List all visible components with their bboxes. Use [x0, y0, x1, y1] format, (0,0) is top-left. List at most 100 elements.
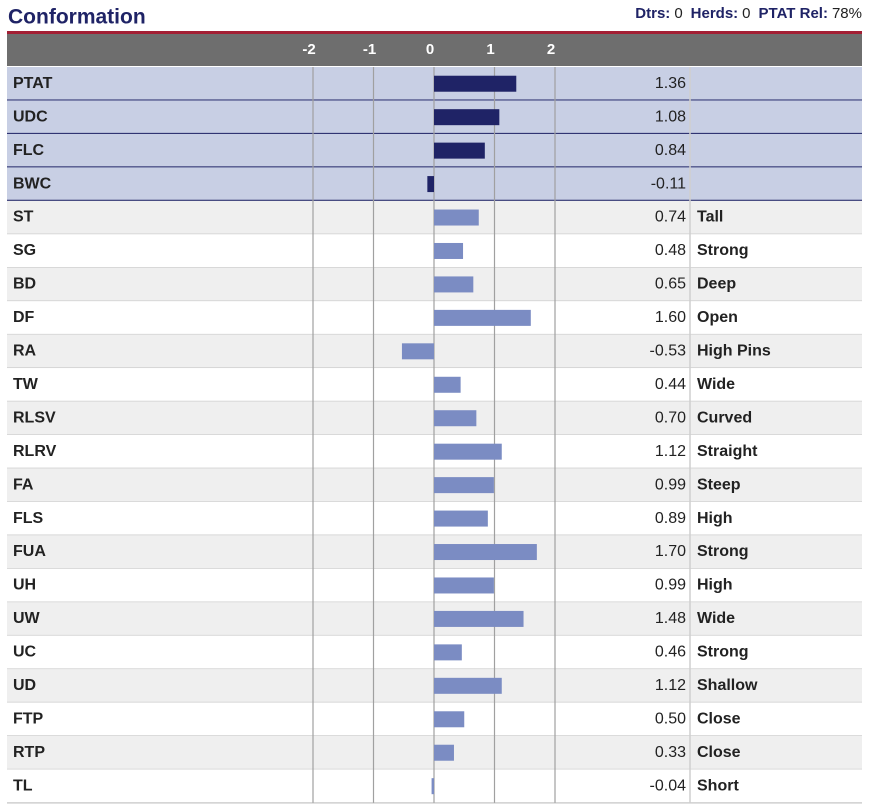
value-label: 1.70	[655, 543, 686, 560]
value-label: 1.36	[655, 75, 686, 92]
bar	[434, 276, 474, 293]
descriptor: Open	[697, 309, 738, 326]
category-label: FTP	[13, 710, 44, 727]
descriptor: Steep	[697, 476, 741, 493]
x-tick-label: 1	[486, 41, 494, 58]
category-label: DF	[13, 309, 35, 326]
bar	[434, 142, 485, 159]
descriptor: Strong	[697, 543, 749, 560]
category-label: TL	[13, 777, 33, 794]
bar	[434, 610, 524, 627]
value-label: 0.44	[655, 376, 686, 393]
category-label: RTP	[13, 744, 45, 761]
value-label: -0.11	[651, 175, 686, 192]
descriptor: High Pins	[697, 343, 771, 360]
value-label: 0.74	[655, 209, 686, 226]
bar	[401, 343, 434, 360]
stat-label: PTAT Rel:	[759, 5, 828, 22]
value-label: 1.12	[655, 677, 686, 694]
category-label: FUA	[13, 543, 46, 560]
x-tick-label: -2	[302, 41, 315, 58]
bar	[431, 778, 434, 795]
bar	[434, 443, 502, 460]
descriptor: High	[697, 577, 733, 594]
bar	[434, 242, 464, 259]
category-label: RA	[13, 343, 37, 360]
bar	[434, 510, 488, 527]
value-label: 0.89	[655, 510, 686, 527]
descriptor: High	[697, 510, 733, 527]
value-label: 0.70	[655, 409, 686, 426]
category-label: PTAT	[13, 75, 53, 92]
category-label: BWC	[13, 175, 52, 192]
descriptor: Close	[697, 744, 741, 761]
descriptor: Shallow	[697, 677, 758, 694]
value-label: 1.08	[655, 108, 686, 125]
descriptor: Strong	[697, 242, 749, 259]
bar	[434, 544, 537, 561]
bar	[434, 477, 494, 494]
descriptor: Curved	[697, 409, 752, 426]
x-tick-label: 2	[547, 41, 555, 58]
value-label: 0.33	[655, 744, 686, 761]
category-label: UDC	[13, 108, 48, 125]
stat-label: Dtrs:	[635, 5, 670, 22]
bar	[434, 75, 517, 92]
descriptor: Tall	[697, 209, 723, 226]
bar	[434, 711, 465, 728]
category-label: SG	[13, 242, 36, 259]
bar	[434, 209, 479, 226]
stat-value: 0	[674, 5, 682, 22]
category-label: BD	[13, 276, 36, 293]
category-label: UW	[13, 610, 41, 627]
category-label: TW	[13, 376, 39, 393]
value-label: 0.50	[655, 710, 686, 727]
header-bar	[7, 34, 862, 66]
value-label: 1.12	[655, 443, 686, 460]
stat-value: 78%	[832, 5, 862, 22]
bar	[434, 410, 477, 427]
value-label: 1.60	[655, 309, 686, 326]
bar	[434, 309, 531, 326]
category-label: UH	[13, 577, 36, 594]
value-label: -0.53	[650, 343, 687, 360]
bar	[434, 677, 502, 694]
category-label: UD	[13, 677, 36, 694]
title-rule	[7, 31, 862, 34]
stat-label: Herds:	[691, 5, 739, 22]
value-label: 0.46	[655, 644, 686, 661]
value-label: 1.48	[655, 610, 686, 627]
bar	[434, 109, 500, 126]
stats: Dtrs: 0 Herds: 0 PTAT Rel: 78%	[635, 5, 862, 22]
stat-value: 0	[742, 5, 750, 22]
descriptor: Close	[697, 710, 741, 727]
category-label: FA	[13, 476, 34, 493]
descriptor: Wide	[697, 610, 735, 627]
value-label: -0.04	[650, 777, 687, 794]
category-label: FLC	[13, 142, 45, 159]
descriptor: Straight	[697, 443, 758, 460]
category-label: RLSV	[13, 409, 56, 426]
descriptor: Short	[697, 777, 739, 794]
chart-title: Conformation	[8, 6, 146, 29]
category-label: RLRV	[13, 443, 57, 460]
x-tick-label: -1	[363, 41, 376, 58]
bar	[427, 176, 434, 193]
bar	[434, 376, 461, 393]
category-label: UC	[13, 644, 37, 661]
bar	[434, 577, 494, 594]
bar	[434, 744, 454, 761]
value-label: 0.65	[655, 276, 686, 293]
x-tick-label: 0	[426, 41, 434, 58]
category-label: FLS	[13, 510, 44, 527]
descriptor: Strong	[697, 644, 749, 661]
value-label: 0.99	[655, 577, 686, 594]
category-label: ST	[13, 209, 34, 226]
descriptor: Wide	[697, 376, 735, 393]
bar	[434, 644, 462, 661]
descriptor: Deep	[697, 276, 736, 293]
value-label: 0.48	[655, 242, 686, 259]
value-label: 0.84	[655, 142, 686, 159]
value-label: 0.99	[655, 476, 686, 493]
